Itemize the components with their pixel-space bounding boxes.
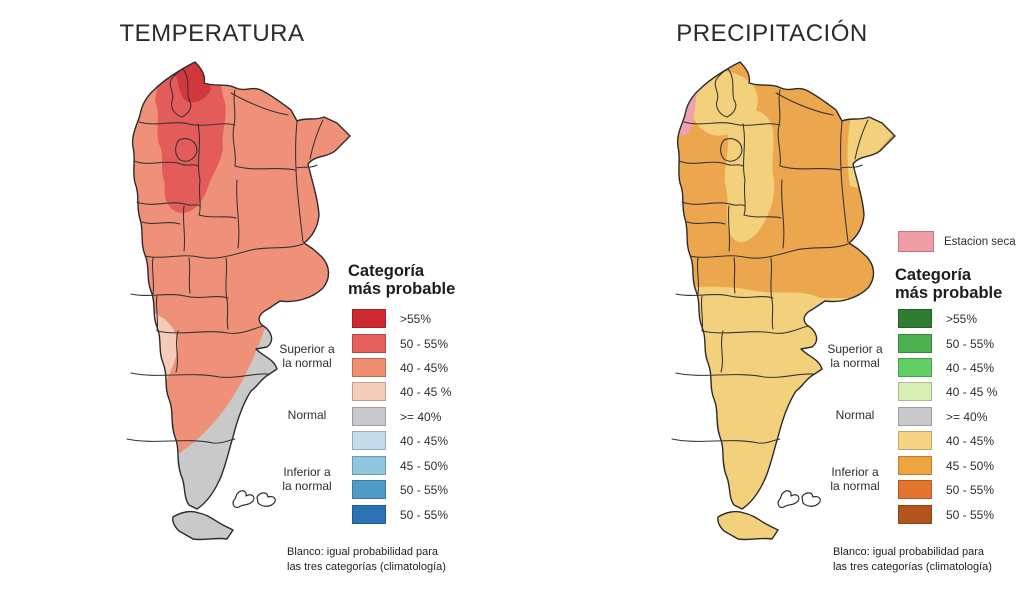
legend-label: 50 - 55% — [400, 337, 449, 351]
legend-swatch — [898, 431, 932, 450]
precip-region-yellow-center — [724, 109, 775, 243]
temp-footnote: Blanco: igual probabilidad para las tres… — [287, 545, 446, 575]
legend-label: 40 - 45% — [946, 361, 995, 375]
legend-label: 40 - 45 % — [400, 385, 452, 399]
legend-title-line1: Categoría — [348, 262, 425, 280]
legend-swatch — [898, 407, 932, 426]
side-label-line: la normal — [830, 479, 880, 494]
side-label-line: Inferior a — [831, 465, 879, 479]
side-label-line: la normal — [830, 356, 880, 371]
legend-swatch — [898, 334, 932, 353]
legend-swatch — [898, 480, 932, 499]
dry-season-label: Estacion seca — [944, 236, 1016, 248]
precip-region-yellow-northeast — [847, 109, 893, 188]
legend-label: 50 - 55% — [946, 483, 995, 497]
legend-swatch — [898, 309, 932, 328]
precip-side-label-normal: Normal — [818, 408, 892, 422]
legend-swatch — [898, 456, 932, 475]
legend-title-line2: más probable — [348, 280, 456, 299]
side-label-line: Inferior a — [283, 465, 331, 479]
legend-swatch — [352, 456, 386, 475]
footnote-line: Blanco: igual probabilidad para — [287, 546, 439, 558]
temp-side-label-superior: Superior a la normal — [270, 342, 344, 370]
dry-season-swatch — [898, 231, 934, 252]
legend-swatch — [352, 407, 386, 426]
legend-label: >55% — [400, 312, 432, 326]
legend-label: 50 - 55% — [400, 508, 449, 522]
precip-side-label-inferior: Inferior a la normal — [818, 465, 892, 493]
legend-swatch — [898, 382, 932, 401]
side-label-line: la normal — [282, 479, 332, 494]
legend-label: 45 - 50% — [946, 459, 995, 473]
footnote-line: las tres categorías (climatología) — [287, 560, 446, 573]
precipitation-title: PRECIPITACIÓN — [676, 20, 868, 47]
legend-label: 40 - 45% — [946, 434, 995, 448]
legend-label: 50 - 55% — [400, 483, 449, 497]
side-label-line: Normal — [835, 408, 875, 422]
side-label-line: Superior a — [827, 342, 883, 356]
legend-label: 45 - 50% — [400, 459, 449, 473]
legend-label: 50 - 55% — [946, 508, 995, 522]
legend-label: 50 - 55% — [946, 337, 995, 351]
side-label-line: la normal — [282, 356, 332, 371]
legend-label: 40 - 45 % — [946, 385, 998, 399]
legend-swatch — [352, 505, 386, 524]
precip-malvinas-islands — [777, 490, 821, 508]
precipitation-legend-title: Categoría más probable — [895, 266, 1002, 303]
temperature-title: TEMPERATURA — [119, 20, 305, 47]
legend-label: 40 - 45% — [400, 434, 449, 448]
legend-swatch — [898, 505, 932, 524]
legend-swatch — [352, 382, 386, 401]
legend-swatch — [352, 358, 386, 377]
temperature-legend-title: Categoría más probable — [348, 262, 455, 299]
legend-swatch — [352, 431, 386, 450]
legend-label: >= 40% — [400, 410, 442, 424]
footnote-line: Blanco: igual probabilidad para — [833, 546, 985, 558]
precip-side-label-superior: Superior a la normal — [818, 342, 892, 370]
legend-title-line2: más probable — [895, 284, 1003, 303]
temp-side-label-inferior: Inferior a la normal — [270, 465, 344, 493]
temp-malvinas-islands — [232, 490, 276, 508]
legend-title-line1: Categoría — [895, 266, 972, 284]
legend-swatch — [352, 480, 386, 499]
precip-region-yellow-north — [689, 70, 758, 136]
side-label-line: Superior a — [279, 342, 335, 356]
legend-label: 40 - 45% — [400, 361, 449, 375]
side-label-line: Normal — [287, 408, 327, 422]
precip-footnote: Blanco: igual probabilidad para las tres… — [833, 545, 992, 575]
legend-swatch — [352, 334, 386, 353]
legend-swatch — [898, 358, 932, 377]
legend-swatch — [352, 309, 386, 328]
footnote-line: las tres categorías (climatología) — [833, 560, 992, 573]
precip-region-yellow-south — [677, 285, 875, 540]
temp-side-label-normal: Normal — [270, 408, 344, 422]
legend-label: >55% — [946, 312, 978, 326]
legend-label: >= 40% — [946, 410, 988, 424]
